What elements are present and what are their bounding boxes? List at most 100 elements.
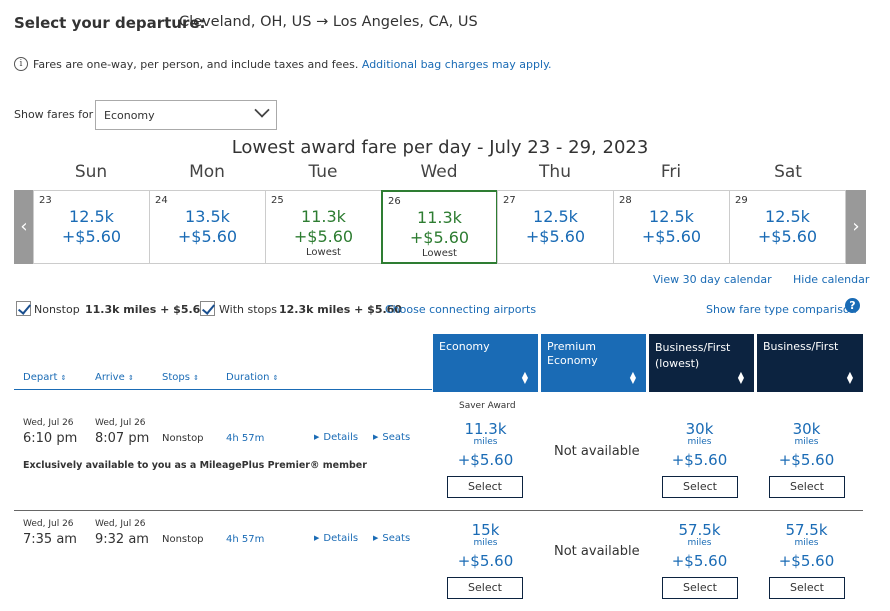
day-miles: 12.5k	[69, 207, 114, 226]
day-number: 28	[619, 195, 632, 206]
depart-date: Wed, Jul 26	[23, 418, 74, 428]
miles-unit: miles	[473, 538, 498, 548]
business-fee: +$5.60	[778, 451, 835, 469]
route-text: Cleveland, OH, US → Los Angeles, CA, US	[179, 14, 478, 30]
day-miles: 12.5k	[765, 207, 810, 226]
calendar-day-sat[interactable]: 29 12.5k +$5.60	[729, 190, 846, 264]
economy-miles: 15k	[471, 521, 500, 539]
premium-not-available: Not available	[554, 544, 640, 559]
nonstop-checkbox[interactable]	[16, 301, 31, 316]
hide-calendar-link[interactable]: Hide calendar	[793, 273, 870, 286]
sort-icon: ▲ ▼	[737, 370, 744, 385]
economy-miles: 11.3k	[464, 420, 507, 438]
member-note: Exclusively available to you as a Mileag…	[23, 460, 367, 471]
sort-icon: ⇕	[272, 374, 279, 382]
day-number: 27	[503, 195, 516, 206]
col-header-business-first-lowest[interactable]: Business/First (lowest) ▲ ▼	[649, 334, 754, 392]
with-stops-checkbox[interactable]	[200, 301, 215, 316]
calendar-day-thu[interactable]: 27 12.5k +$5.60	[497, 190, 614, 264]
col-header-label: Business/First (lowest)	[655, 341, 731, 370]
chevron-left-icon: ‹	[20, 216, 28, 237]
day-name-mon: Mon	[189, 162, 225, 182]
day-miles: 11.3k	[301, 207, 346, 226]
lowest-badge: Lowest	[306, 247, 341, 258]
depart-time: 7:35 am	[23, 532, 77, 547]
fare-class-select[interactable]: Economy	[95, 100, 277, 130]
day-name-sat: Sat	[774, 162, 802, 182]
day-miles: 12.5k	[533, 207, 578, 226]
row-divider	[14, 510, 863, 511]
business-fee: +$5.60	[778, 552, 835, 570]
economy-fee: +$5.60	[457, 451, 514, 469]
day-name-fri: Fri	[660, 162, 682, 182]
day-number: 26	[388, 196, 401, 207]
select-business-button[interactable]: Select	[769, 577, 845, 599]
business-miles: 57.5k	[785, 521, 828, 539]
choose-connecting-airports-link[interactable]: Choose connecting airports	[385, 303, 537, 316]
calendar-day-tue[interactable]: 25 11.3k +$5.60 Lowest	[265, 190, 382, 264]
calendar-day-sun[interactable]: 23 12.5k +$5.60	[33, 190, 150, 264]
sort-depart-label: Depart	[23, 372, 58, 383]
col-header-business-first[interactable]: Business/First ▲ ▼	[757, 334, 863, 392]
nonstop-price: 11.3k miles + $5.60	[85, 303, 208, 316]
seats-link[interactable]: Seats	[373, 533, 410, 544]
help-icon[interactable]: ?	[845, 298, 860, 313]
sort-depart[interactable]: Depart ⇕	[23, 372, 66, 383]
day-miles: 13.5k	[185, 207, 230, 226]
calendar-day-wed[interactable]: 26 11.3k +$5.60 Lowest	[381, 190, 498, 264]
miles-unit: miles	[687, 437, 712, 447]
select-economy-button[interactable]: Select	[447, 476, 523, 498]
calendar-day-mon[interactable]: 24 13.5k +$5.60	[149, 190, 266, 264]
arrive-date: Wed, Jul 26	[95, 519, 146, 529]
fare-class-selected: Economy	[104, 109, 155, 122]
col-header-economy[interactable]: Economy ▲ ▼	[433, 334, 538, 392]
calendar-next-button[interactable]: ›	[846, 190, 866, 264]
details-link[interactable]: Details	[314, 432, 358, 443]
lowest-badge: Lowest	[422, 248, 457, 259]
show-fare-type-comparison-link[interactable]: Show fare type comparison	[706, 303, 857, 316]
day-number: 23	[39, 195, 52, 206]
sort-duration[interactable]: Duration ⇕	[226, 372, 279, 383]
calendar-prev-button[interactable]: ‹	[14, 190, 34, 264]
select-business-lowest-button[interactable]: Select	[662, 577, 738, 599]
calendar-day-fri[interactable]: 28 12.5k +$5.60	[613, 190, 730, 264]
sort-stops-label: Stops	[162, 372, 190, 383]
stops-value: Nonstop	[162, 534, 204, 545]
col-header-label: Economy	[439, 340, 490, 353]
economy-fee: +$5.60	[457, 552, 514, 570]
sort-duration-label: Duration	[226, 372, 270, 383]
depart-date: Wed, Jul 26	[23, 519, 74, 529]
day-fee: +$5.60	[641, 227, 702, 246]
details-link[interactable]: Details	[314, 533, 358, 544]
duration-value: 4h 57m	[226, 433, 265, 444]
sort-icon: ⇕	[60, 374, 67, 382]
with-stops-price: 12.3k miles + $5.60	[279, 303, 402, 316]
day-number: 29	[735, 195, 748, 206]
miles-unit: miles	[473, 437, 498, 447]
day-number: 25	[271, 195, 284, 206]
sort-arrive-label: Arrive	[95, 372, 125, 383]
day-number: 24	[155, 195, 168, 206]
day-miles: 11.3k	[417, 208, 462, 227]
bag-charges-link[interactable]: Additional bag charges may apply.	[361, 58, 552, 71]
business-lowest-fee: +$5.60	[671, 552, 728, 570]
day-name-thu: Thu	[539, 162, 571, 182]
sort-stops[interactable]: Stops ⇕	[162, 372, 199, 383]
sort-icon: ▲ ▼	[846, 370, 853, 385]
view-30-day-calendar-link[interactable]: View 30 day calendar	[653, 273, 772, 286]
select-business-lowest-button[interactable]: Select	[662, 476, 738, 498]
premium-not-available: Not available	[554, 444, 640, 459]
select-business-button[interactable]: Select	[769, 476, 845, 498]
col-header-premium-economy[interactable]: Premium Economy ▲ ▼	[541, 334, 646, 392]
day-name-sun: Sun	[74, 162, 108, 182]
select-economy-button[interactable]: Select	[447, 577, 523, 599]
col-header-label: Business/First	[763, 340, 839, 353]
nonstop-label: Nonstop	[34, 303, 80, 316]
chevron-down-icon	[254, 102, 270, 118]
sort-arrive[interactable]: Arrive ⇕	[95, 372, 134, 383]
info-icon: i	[14, 57, 28, 71]
day-fee: +$5.60	[757, 227, 818, 246]
miles-unit: miles	[794, 538, 819, 548]
seats-link[interactable]: Seats	[373, 432, 410, 443]
show-fares-label: Show fares for	[14, 108, 94, 121]
